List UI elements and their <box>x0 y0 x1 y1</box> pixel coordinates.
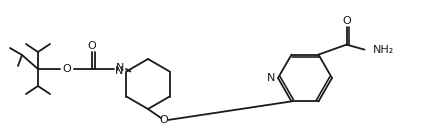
Text: O: O <box>88 41 96 51</box>
Text: O: O <box>63 64 71 74</box>
Text: O: O <box>160 115 168 125</box>
Text: N: N <box>267 73 275 83</box>
Text: O: O <box>342 16 351 26</box>
Text: N: N <box>115 66 123 75</box>
Text: N: N <box>116 63 124 73</box>
Text: NH₂: NH₂ <box>373 45 394 55</box>
